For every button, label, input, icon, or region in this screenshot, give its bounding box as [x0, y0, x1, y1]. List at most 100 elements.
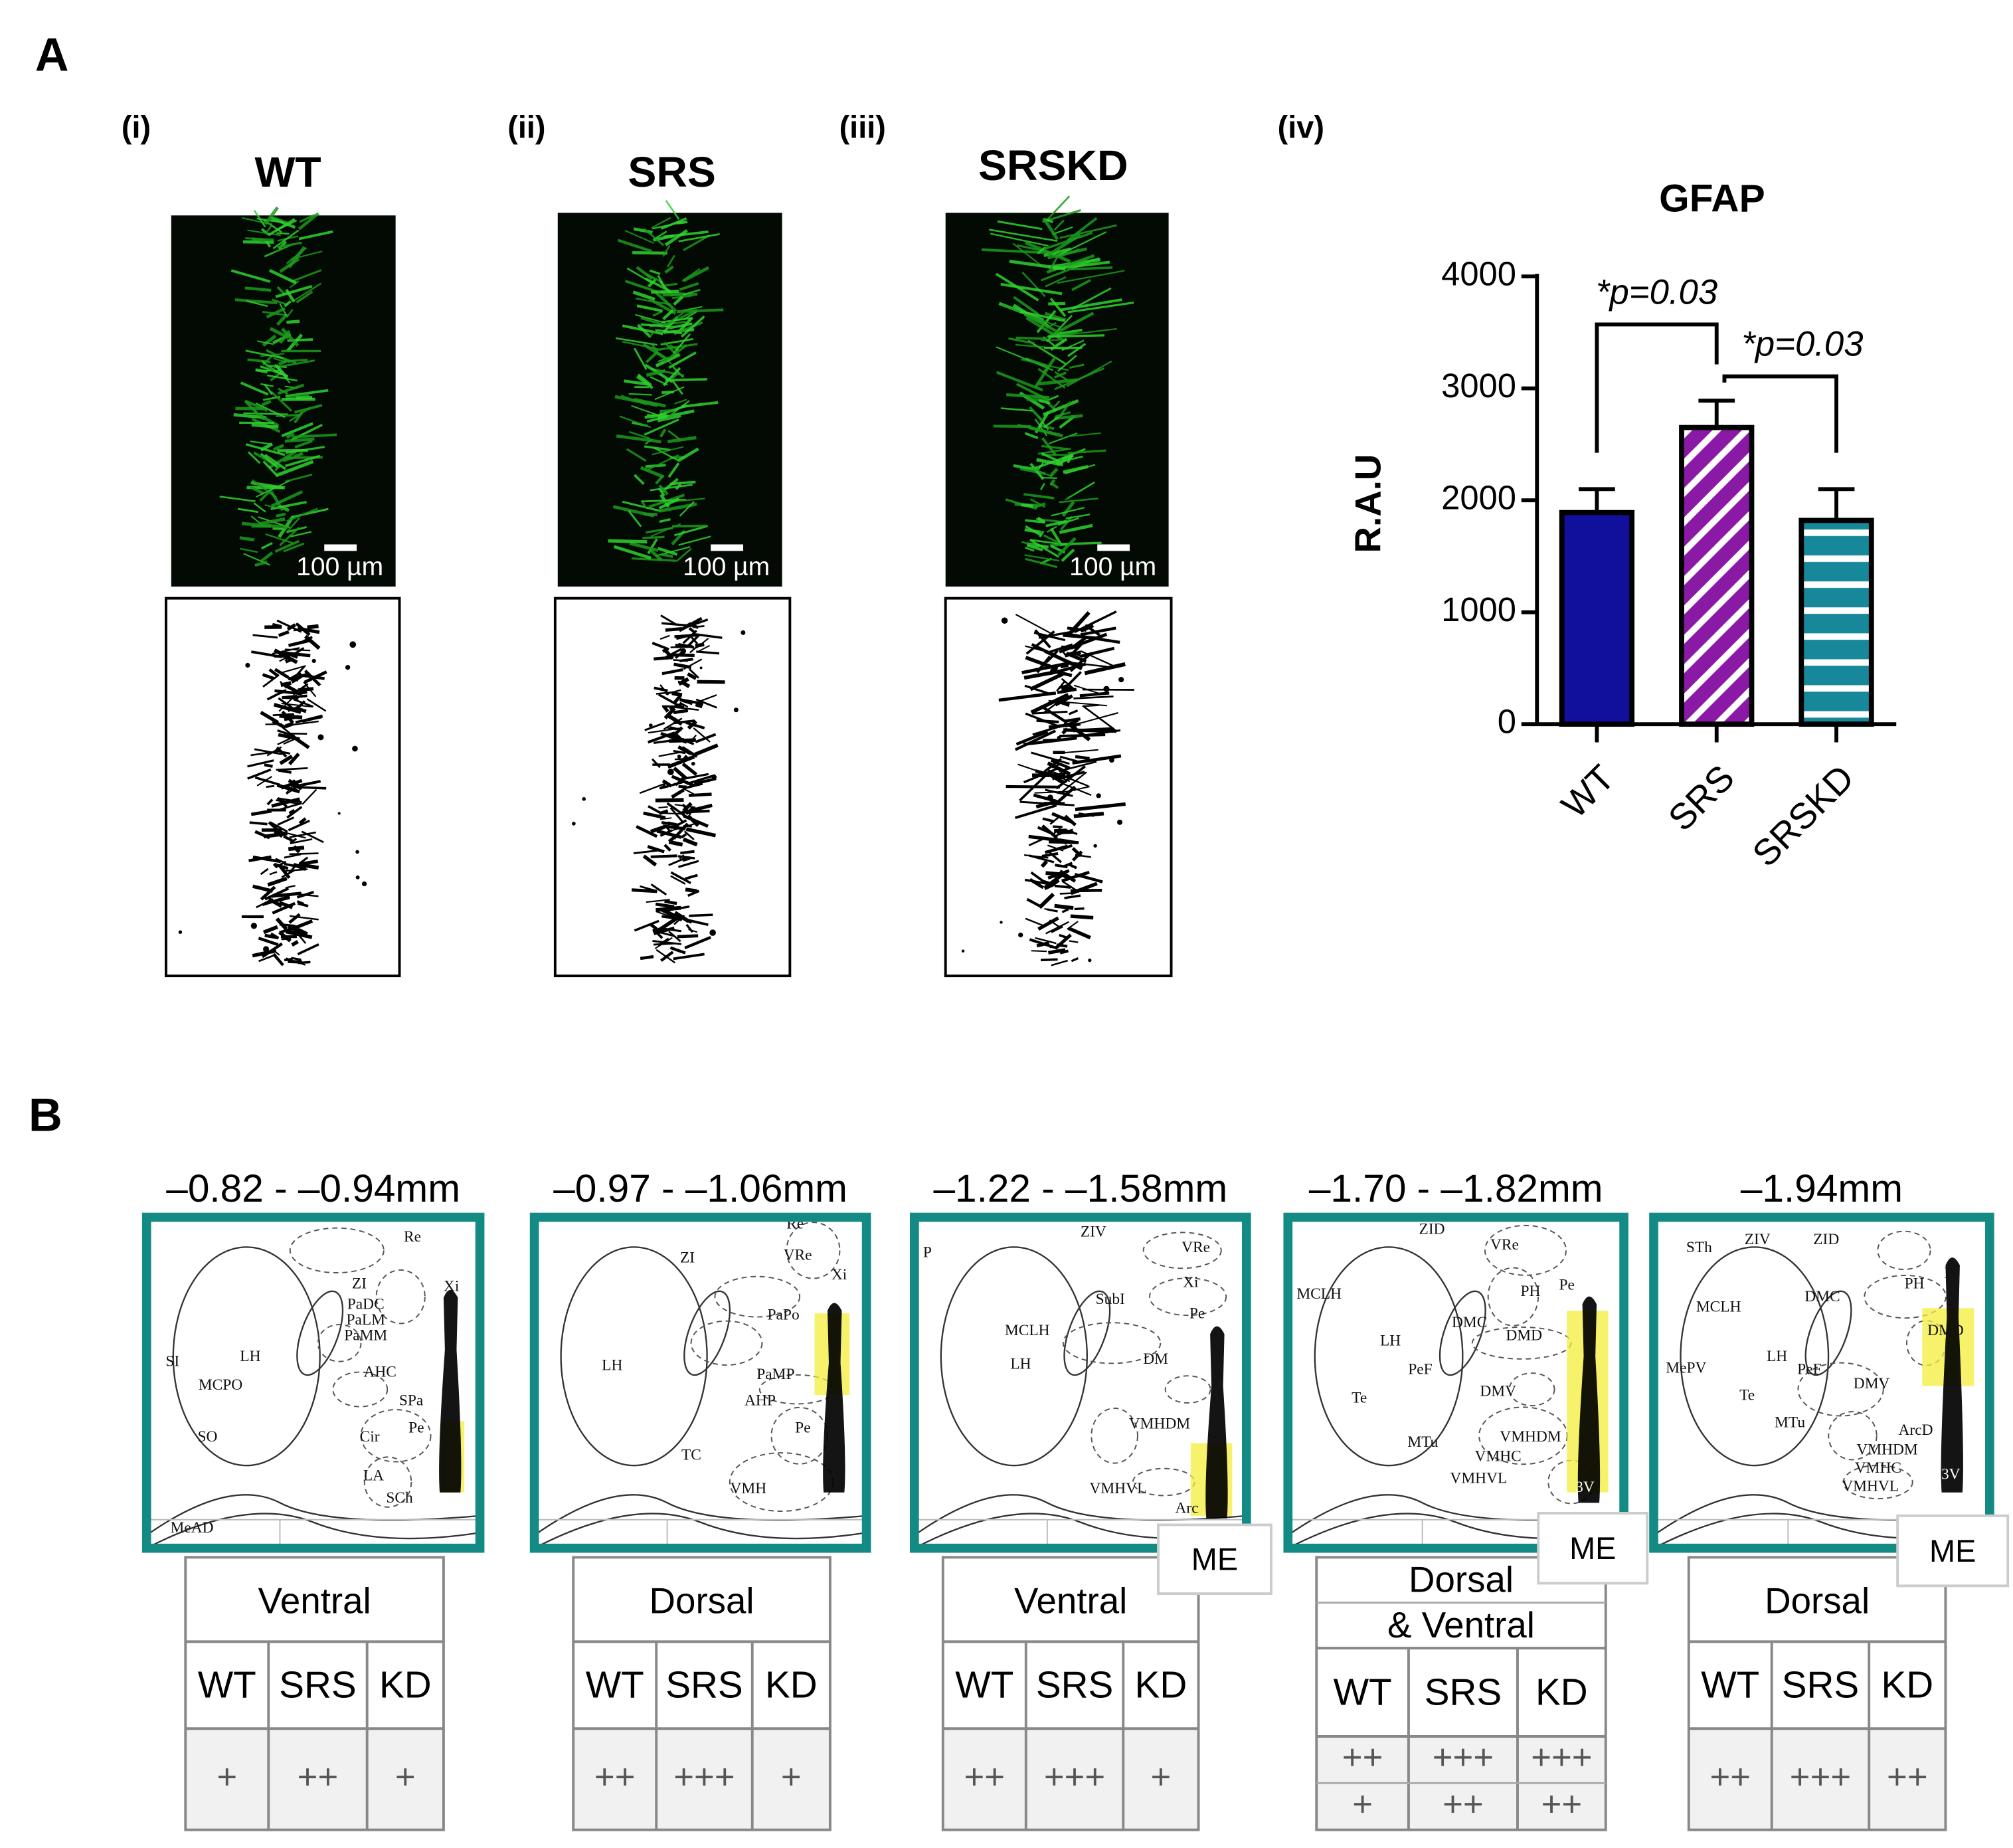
- process: [656, 906, 672, 911]
- process: [298, 862, 319, 870]
- column-header: WT: [198, 1665, 256, 1707]
- process: [260, 551, 274, 563]
- process: [1055, 765, 1086, 790]
- process: [664, 229, 688, 246]
- process: [689, 803, 713, 813]
- process: [1047, 233, 1081, 257]
- process: [281, 327, 300, 347]
- process: [249, 486, 264, 496]
- process: [275, 284, 313, 298]
- process: [654, 656, 673, 661]
- process: [289, 531, 312, 538]
- atlas-drawing: ZIV P VRe Xi SubI Pe MCLH LH DM VMHDM VMHVL Arc: [914, 1217, 1247, 1548]
- process: [1050, 527, 1063, 547]
- process: [268, 897, 283, 908]
- speck: [1001, 617, 1008, 624]
- process: [677, 677, 689, 686]
- process: [286, 432, 295, 439]
- process: [668, 931, 681, 943]
- process: [1064, 749, 1098, 754]
- cell-value: +++: [1531, 1738, 1592, 1777]
- process: [673, 662, 692, 670]
- process: [301, 830, 324, 844]
- process: [289, 915, 319, 921]
- process: [1067, 343, 1087, 357]
- process: [677, 934, 699, 939]
- significance-label: *p=0.03: [1596, 272, 1717, 312]
- section-frame: [1649, 1212, 1994, 1553]
- process: [278, 359, 289, 366]
- process: [1061, 548, 1075, 562]
- process: [676, 220, 688, 225]
- process: [689, 913, 713, 917]
- process: [1051, 879, 1060, 887]
- process: [275, 917, 288, 931]
- y-tick-label: 0: [1498, 703, 1516, 741]
- process: [272, 953, 284, 967]
- process: [673, 333, 691, 354]
- process: [646, 415, 670, 423]
- process: [680, 315, 705, 338]
- atlas-label: Cir: [360, 1428, 380, 1445]
- speck: [1018, 932, 1023, 938]
- speck: [311, 658, 316, 664]
- speck: [178, 930, 183, 934]
- process: [274, 539, 300, 553]
- process: [1021, 662, 1069, 675]
- process: [251, 423, 279, 429]
- process: [264, 887, 290, 901]
- process: [1053, 400, 1061, 409]
- process: [644, 721, 665, 731]
- panel-label: A: [35, 28, 69, 80]
- process: [1027, 339, 1067, 365]
- process: [650, 883, 667, 896]
- process: [273, 703, 302, 714]
- process: [669, 946, 686, 955]
- process: [1049, 816, 1059, 825]
- process: [262, 673, 275, 680]
- process: [1026, 397, 1049, 403]
- process: [640, 466, 665, 479]
- atlas-label: ZID: [1419, 1220, 1445, 1238]
- process: [290, 957, 302, 961]
- process: [1033, 793, 1057, 803]
- process: [1025, 712, 1061, 729]
- process: [298, 673, 325, 680]
- process: [296, 891, 315, 899]
- speck: [245, 662, 250, 668]
- process: [1015, 336, 1047, 340]
- process: [1030, 539, 1059, 545]
- process: [663, 707, 676, 720]
- fluorescence: [219, 206, 337, 567]
- image-title: WT: [254, 148, 321, 196]
- process: [260, 353, 285, 357]
- binary-processes: [572, 614, 746, 964]
- process: [1045, 921, 1069, 935]
- process: [685, 806, 695, 815]
- process: [1029, 498, 1046, 508]
- process: [1035, 655, 1051, 674]
- process: [1059, 771, 1087, 794]
- atlas-label: DMC: [1452, 1314, 1487, 1331]
- process: [677, 447, 699, 462]
- region-label: Ventral: [1014, 1580, 1127, 1621]
- process: [670, 646, 692, 648]
- process: [640, 885, 656, 891]
- process: [697, 644, 711, 652]
- process: [1047, 869, 1070, 880]
- process: [271, 797, 300, 808]
- process: [265, 240, 272, 248]
- process: [1043, 757, 1062, 773]
- atlas-label: PH: [1905, 1275, 1925, 1292]
- process: [658, 484, 669, 496]
- process: [675, 547, 692, 562]
- section-frame: [1283, 1212, 1628, 1553]
- process: [628, 393, 652, 396]
- process: [1069, 363, 1085, 369]
- speck: [1117, 819, 1123, 825]
- speck: [293, 929, 298, 934]
- process: [283, 542, 305, 553]
- process: [303, 681, 317, 697]
- region-label: & Ventral: [1387, 1604, 1535, 1645]
- process: [285, 288, 296, 303]
